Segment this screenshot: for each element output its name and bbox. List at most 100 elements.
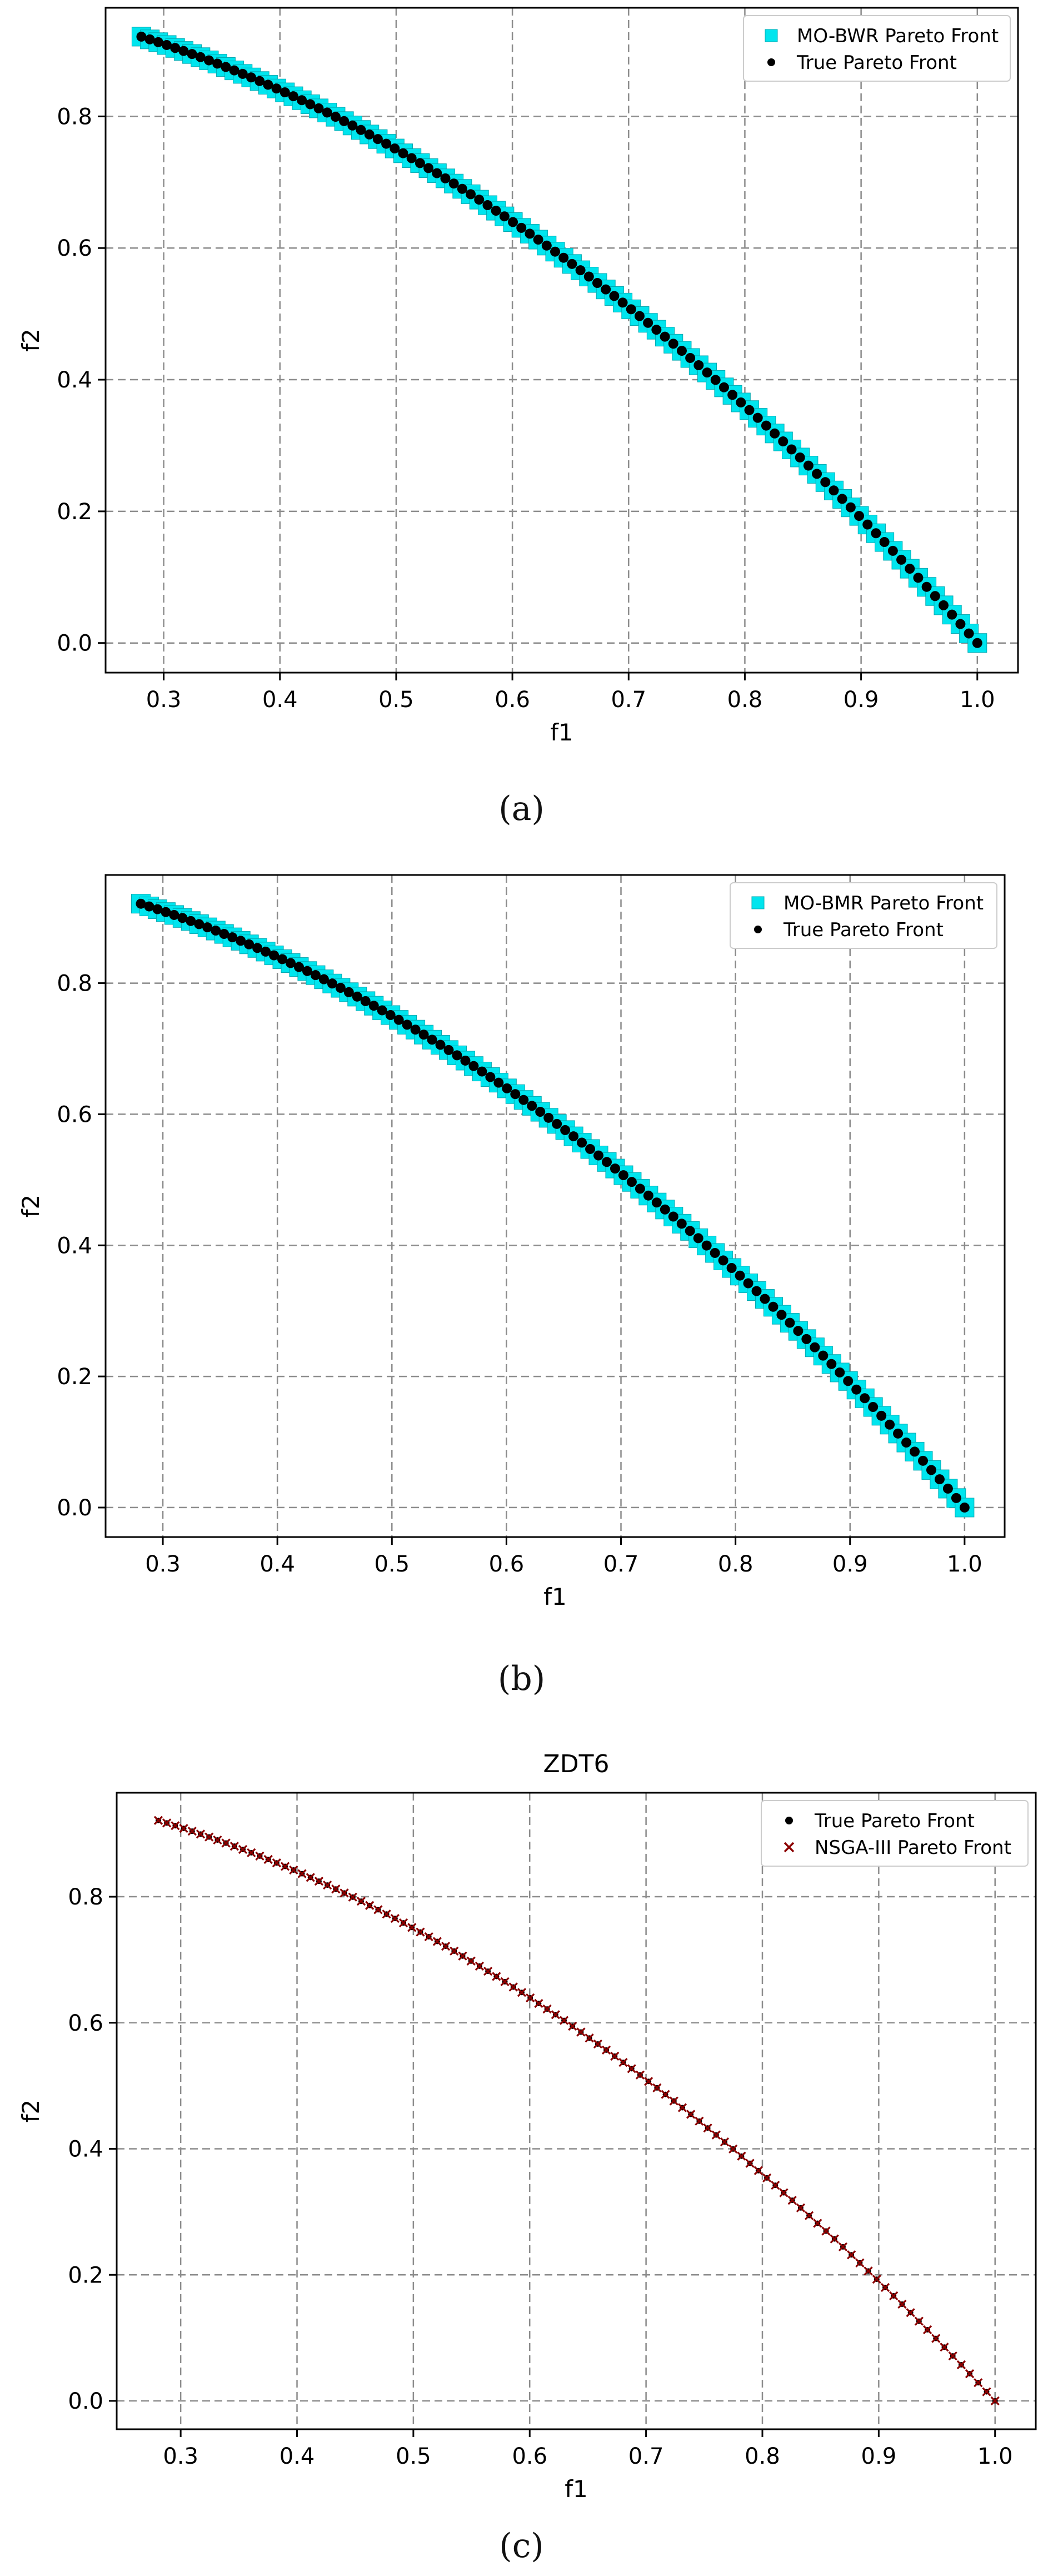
series-2-point xyxy=(810,1342,820,1352)
series-1 xyxy=(155,1817,998,2404)
series-2-point xyxy=(170,43,181,53)
series-2-point xyxy=(318,974,329,984)
series-2-point xyxy=(477,1066,487,1077)
series-2-point xyxy=(855,2258,865,2267)
series-2-point xyxy=(416,1927,425,1937)
series-2-point xyxy=(219,929,229,939)
legend-x-marker xyxy=(784,1842,795,1853)
x-tick-label: 0.3 xyxy=(163,2444,198,2469)
x-tick-label: 0.5 xyxy=(396,2444,431,2469)
series-2-point xyxy=(796,2203,806,2212)
series-2-point xyxy=(854,511,865,521)
series-2-point xyxy=(669,2096,678,2106)
series-2-point xyxy=(737,2151,746,2161)
series-2-point xyxy=(314,1877,324,1886)
series-2-point xyxy=(542,2004,552,2014)
plot-frame xyxy=(104,7,1019,674)
series-2-point xyxy=(668,339,678,349)
series-1 xyxy=(131,27,987,653)
series-2-point xyxy=(702,367,712,378)
x-tick-label: 0.6 xyxy=(512,2444,547,2469)
series-2-point xyxy=(577,1137,587,1148)
series-2-point xyxy=(382,1909,391,1919)
series-2-point xyxy=(760,1294,770,1304)
series-2-point xyxy=(393,1015,404,1025)
series-2-point xyxy=(635,2070,645,2080)
series-2-point xyxy=(753,2166,763,2175)
y-tick-label: 0.0 xyxy=(57,631,92,657)
series-2-point xyxy=(475,1961,485,1971)
series-2-point xyxy=(837,494,847,504)
series-2-point xyxy=(901,1438,912,1448)
series-2-point xyxy=(627,2064,636,2073)
series-2-point xyxy=(288,91,298,102)
series-2-point xyxy=(310,970,321,981)
series-2-point xyxy=(212,58,223,69)
series-2-point xyxy=(787,2196,797,2205)
series-2-point xyxy=(452,1050,462,1061)
series-2-point xyxy=(293,962,304,972)
y-tick-label: 0.0 xyxy=(57,1495,92,1521)
series-2-point xyxy=(726,1263,737,1274)
series-2-point xyxy=(921,581,932,592)
series-2-point xyxy=(144,901,154,912)
series-2-point xyxy=(541,240,552,251)
series-2-point xyxy=(424,1932,433,1942)
series-2-point xyxy=(356,125,366,135)
y-tick-label: 0.6 xyxy=(57,1102,92,1127)
y-tick-label: 0.0 xyxy=(68,2389,103,2414)
series-2-point xyxy=(651,1197,662,1208)
series-2-point xyxy=(227,932,238,943)
series-2-point xyxy=(177,913,188,923)
y-tick-label: 0.6 xyxy=(57,236,92,261)
series-2-point xyxy=(551,2010,560,2020)
series-2-point xyxy=(685,1226,695,1236)
series-2-point xyxy=(252,943,263,953)
series-2-point xyxy=(271,83,282,94)
x-tick-label: 0.7 xyxy=(628,2444,664,2469)
x-tick-label: 0.7 xyxy=(603,1551,639,1577)
legend: True Pareto Front NSGA-III Pareto Front xyxy=(761,1800,1029,1867)
series-2-point xyxy=(162,39,172,50)
series-2-point xyxy=(939,600,949,610)
series-2-point xyxy=(762,2173,772,2183)
series-2-point xyxy=(229,1842,239,1851)
series-2-point xyxy=(213,1835,222,1845)
series-2-point xyxy=(974,2378,983,2388)
plot-frame xyxy=(104,874,1006,1538)
series-2-point xyxy=(826,1359,837,1369)
series-2-point xyxy=(601,1157,612,1167)
series-2-point xyxy=(533,235,543,245)
series-2-point xyxy=(534,1998,543,2008)
series-2-point xyxy=(526,1993,535,2003)
x-tick-label: 0.5 xyxy=(378,687,414,713)
legend: MO-BMR Pareto Front True Pareto Front xyxy=(730,882,997,949)
series-2-point xyxy=(829,485,839,496)
legend-label: True Pareto Front xyxy=(796,52,957,74)
legend-box xyxy=(730,882,997,949)
series-2-point xyxy=(322,107,332,118)
series-2-point xyxy=(940,2343,949,2352)
series-2-point xyxy=(751,1286,762,1296)
series-2-point xyxy=(964,628,974,639)
series-2-point xyxy=(229,65,239,76)
x-tick-label: 1.0 xyxy=(947,1551,982,1577)
caption-b-label: (b) xyxy=(497,1659,546,1698)
series-2-point xyxy=(261,946,271,957)
series-2-point xyxy=(752,412,763,423)
series-2-point xyxy=(652,2083,662,2092)
grid xyxy=(106,875,1005,1537)
series-2-point xyxy=(398,148,408,158)
series-2-point xyxy=(843,1376,854,1386)
series-2-point xyxy=(236,936,246,946)
series-2-point xyxy=(701,1240,712,1251)
series-2-point xyxy=(897,2299,907,2309)
series-2-point xyxy=(635,1183,645,1194)
legend-marker xyxy=(765,29,778,42)
grid xyxy=(117,1793,1036,2429)
series-2-point xyxy=(244,939,254,949)
y-tick-label: 0.4 xyxy=(68,2137,103,2162)
chart-b: 0.3 0.4 0.5 0.6 0.7 0.8 0.9 1.0 0.0 0.2 0.4 0.6 0.8 f… xyxy=(17,874,1006,1610)
series-2-point xyxy=(676,346,687,356)
series-2 xyxy=(136,31,982,648)
